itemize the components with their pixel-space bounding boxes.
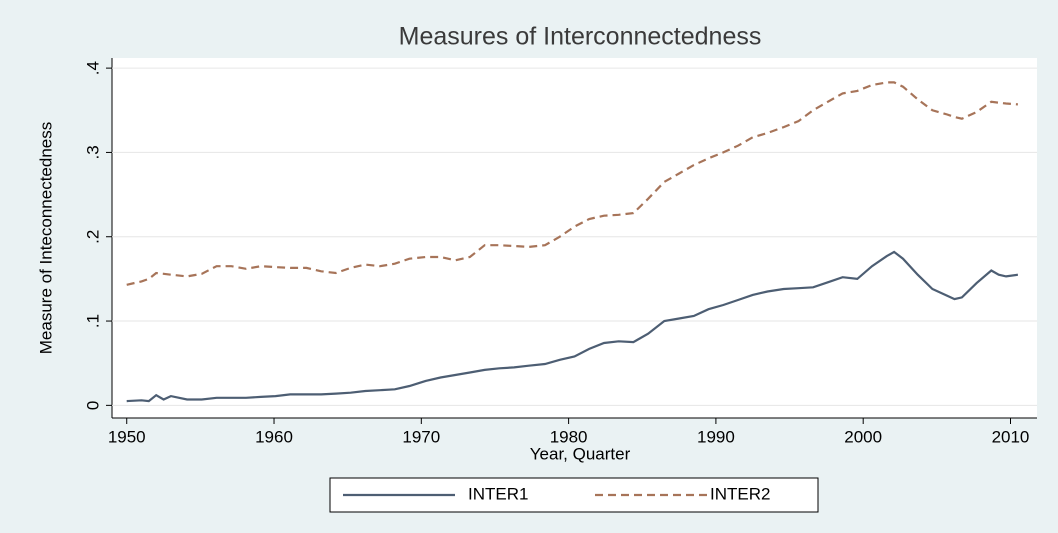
y-axis-label: Measure of Inteconnectedness (36, 122, 55, 354)
x-tick-label: 1970 (402, 427, 440, 446)
legend-label: INTER1 (468, 484, 528, 503)
x-tick-label: 2000 (844, 427, 882, 446)
legend-label: INTER2 (710, 484, 770, 503)
series-line (126, 81, 1018, 286)
plot-area (112, 58, 1037, 418)
y-tick-label: .3 (83, 145, 102, 159)
y-tick-label: .1 (83, 314, 102, 328)
x-tick-label: 1950 (108, 427, 146, 446)
series-line (126, 250, 1019, 403)
y-tick-label: .4 (83, 61, 102, 75)
chart-title: Measures of Interconnectedness (399, 23, 762, 51)
x-axis-label: Year, Quarter (530, 444, 631, 463)
x-tick-label: 2010 (992, 427, 1030, 446)
x-tick-label: 1990 (697, 427, 735, 446)
x-tick-label: 1960 (255, 427, 293, 446)
y-tick-label: 0 (83, 401, 102, 410)
x-tick-label: 1980 (550, 427, 588, 446)
y-tick-label: .2 (83, 230, 102, 244)
